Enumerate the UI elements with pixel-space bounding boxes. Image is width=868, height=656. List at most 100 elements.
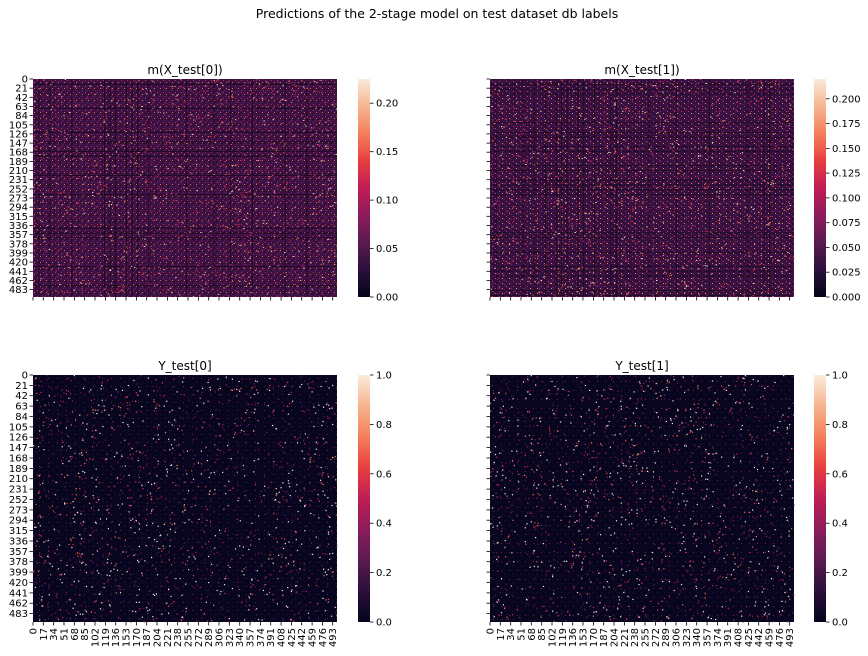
heatmap-cell: [335, 100, 338, 102]
heatmap-cell: [582, 120, 584, 122]
heatmap-cell: [278, 443, 280, 445]
heatmap-cell: [127, 425, 129, 428]
heatmap-cell: [321, 154, 324, 156]
heatmap-cell: [652, 222, 655, 224]
heatmap-cell: [318, 201, 320, 203]
heatmap-cell: [112, 82, 114, 84]
heatmap-cell: [48, 587, 50, 589]
heatmap-cell: [587, 241, 590, 243]
heatmap-cell: [277, 215, 279, 216]
heatmap-cell: [604, 121, 606, 123]
heatmap-cell: [85, 146, 88, 148]
heatmap-cell: [244, 133, 246, 135]
heatmap-cell: [632, 110, 634, 112]
heatmap-cell: [214, 489, 216, 491]
heatmap-cell: [273, 137, 276, 139]
heatmap-cell: [559, 120, 562, 121]
heatmap-cell: [161, 293, 163, 295]
heatmap-cell: [553, 248, 556, 250]
heatmap-cell: [88, 188, 90, 190]
heatmap-cell: [203, 469, 205, 471]
heatmap-cell: [62, 191, 65, 193]
heatmap-cell: [118, 215, 121, 216]
heatmap-cell: [185, 469, 187, 471]
heatmap-cell: [42, 287, 44, 289]
heatmap-cell: [680, 267, 682, 269]
heatmap-cell: [563, 252, 565, 254]
heatmap-cell: [279, 248, 282, 250]
heatmap-cell: [311, 288, 313, 290]
heatmap-cell: [788, 193, 790, 195]
heatmap-cell: [519, 283, 521, 284]
heatmap-cell: [250, 148, 252, 150]
heatmap-cell: [528, 137, 531, 139]
col-band: [71, 79, 73, 297]
heatmap-cell: [290, 128, 292, 130]
heatmap-cell: [234, 238, 236, 240]
heatmap-cell: [327, 598, 330, 600]
heatmap-cell: [605, 118, 607, 120]
heatmap-cell: [255, 97, 257, 99]
heatmap-cell: [133, 266, 136, 268]
heatmap-cell: [600, 256, 602, 258]
heatmap-cell: [631, 225, 633, 227]
heatmap-cell: [76, 103, 78, 105]
heatmap-cell: [44, 208, 46, 210]
heatmap-cell: [284, 276, 286, 278]
heatmap-cell: [783, 247, 786, 249]
heatmap-cell: [785, 207, 787, 209]
heatmap-cell: [512, 237, 514, 239]
heatmap-cell: [127, 211, 129, 213]
heatmap-cell: [51, 242, 53, 244]
heatmap-cell: [99, 608, 102, 610]
heatmap-cell: [57, 192, 59, 194]
heatmap-cell: [239, 424, 241, 427]
heatmap-cell: [529, 95, 531, 97]
heatmap-cell: [144, 222, 146, 224]
heatmap-cell: [330, 459, 332, 461]
heatmap-cell: [561, 209, 564, 211]
heatmap-cell: [291, 82, 293, 84]
heatmap-cell: [626, 292, 629, 294]
heatmap-cell: [270, 574, 272, 576]
heatmap-cell: [760, 178, 762, 180]
heatmap-cell: [327, 569, 330, 571]
heatmap-cell: [507, 257, 509, 259]
col-band: [230, 79, 231, 297]
heatmap-cell: [229, 228, 231, 230]
heatmap-cell: [135, 411, 137, 413]
heatmap-cell: [136, 383, 138, 385]
heatmap-cell: [312, 278, 314, 280]
heatmap-cell: [732, 149, 734, 151]
heatmap-cell: [128, 511, 130, 513]
heatmap-cell: [727, 172, 729, 174]
heatmap-cell: [129, 188, 132, 190]
heatmap-cell: [317, 254, 319, 256]
heatmap-cell: [307, 223, 309, 225]
heatmap-cell: [312, 193, 315, 195]
heatmap-cell: [522, 125, 525, 127]
heatmap-cell: [518, 183, 520, 185]
heatmap-cell: [793, 265, 795, 267]
heatmap-cell: [153, 234, 155, 236]
heatmap-cell: [547, 156, 550, 158]
heatmap-cell: [674, 253, 677, 255]
heatmap-cell: [225, 261, 227, 263]
heatmap-cell: [71, 215, 73, 217]
heatmap-cell: [558, 222, 560, 224]
heatmap-cell: [228, 129, 230, 131]
heatmap-cell: [282, 482, 284, 484]
heatmap-cell: [655, 125, 657, 127]
heatmap-cell: [786, 164, 789, 165]
heatmap-cell: [122, 386, 124, 389]
heatmap-cell: [772, 296, 775, 298]
heatmap-cell: [119, 120, 121, 122]
heatmap-cell: [57, 603, 60, 605]
heatmap-cell: [119, 494, 121, 496]
heatmap-cell: [140, 411, 142, 413]
heatmap-cell: [37, 492, 40, 494]
heatmap-cell: [171, 291, 173, 293]
heatmap-cell: [139, 608, 141, 610]
heatmap-cell: [147, 127, 150, 129]
heatmap-cell: [213, 272, 215, 274]
